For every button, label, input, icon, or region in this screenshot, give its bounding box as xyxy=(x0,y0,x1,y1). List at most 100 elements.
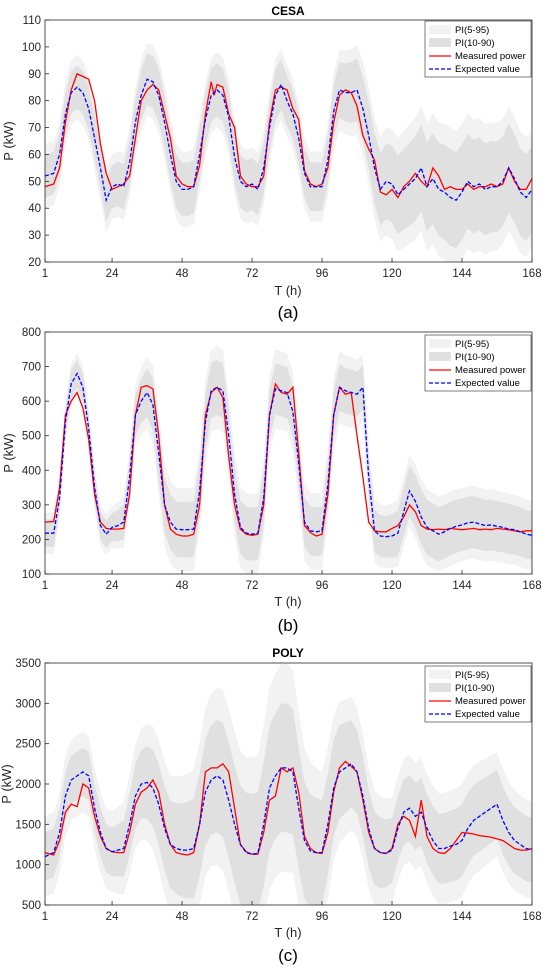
legend-label-pi-5-95: PI(5-95) xyxy=(455,670,489,681)
panel-c-ylabel: P (kW) xyxy=(0,764,14,803)
legend-label-pi-10-90: PI(10-90) xyxy=(455,38,495,49)
panel-a-label: (a) xyxy=(278,303,299,322)
y-tick-label: 60 xyxy=(28,149,41,161)
y-tick-label: 2000 xyxy=(15,779,41,791)
legend-label-expected: Expected value xyxy=(455,378,520,389)
lines-b xyxy=(44,372,533,538)
y-tick-label: 30 xyxy=(28,230,41,242)
panel-b-xlabel: T (h) xyxy=(274,594,301,609)
legend-label-measured: Measured power xyxy=(455,365,526,376)
y-tick-label: 200 xyxy=(22,534,41,546)
x-tick-label: 72 xyxy=(246,268,259,280)
y-tick-label: 800 xyxy=(22,327,41,339)
y-tick-label: 40 xyxy=(28,203,41,215)
yticks-b: 100 200 300 400 500 600 700 800 xyxy=(22,327,49,581)
x-tick-label: 96 xyxy=(316,268,329,280)
axes-frame-a xyxy=(44,19,533,263)
panel-a-ylabel: P (kW) xyxy=(1,121,16,160)
x-tick-label: 168 xyxy=(522,580,541,592)
yticks-c: 500 1000 1500 2000 2500 3000 3500 xyxy=(15,658,49,912)
x-tick-label: 48 xyxy=(176,911,189,923)
x-tick-label: 72 xyxy=(246,580,259,592)
band-pi-10-90 xyxy=(45,359,532,562)
yticks-a: 20 30 40 50 60 70 80 90 100 110 xyxy=(22,15,49,269)
legend-b: PI(5-95) PI(10-90) Measured power Expect… xyxy=(424,334,532,392)
bands-b xyxy=(45,345,532,574)
panel-c-title: POLY xyxy=(272,646,304,660)
panel-b-label: (b) xyxy=(278,616,299,635)
y-tick-label: 700 xyxy=(22,362,41,374)
xticks-b: 1 24 48 72 96 120 144 168 xyxy=(42,570,542,592)
x-tick-label: 24 xyxy=(106,911,119,923)
legend-swatch-pi-10-90 xyxy=(429,683,451,692)
bands-a xyxy=(45,42,532,263)
series-measured-power xyxy=(44,72,533,199)
legend-swatch-pi-10-90 xyxy=(429,38,451,47)
bands-c xyxy=(45,663,532,905)
panel-b-ylabel: P (kW) xyxy=(1,433,16,472)
legend-label-measured: Measured power xyxy=(455,696,526,707)
x-tick-label: 144 xyxy=(452,911,472,923)
legend-label-pi-10-90: PI(10-90) xyxy=(455,352,495,363)
x-tick-label: 120 xyxy=(382,580,401,592)
x-tick-label: 144 xyxy=(452,580,472,592)
legend-swatch-pi-5-95 xyxy=(429,339,451,348)
x-tick-label: 96 xyxy=(316,911,329,923)
x-tick-label: 24 xyxy=(106,268,119,280)
legend-c: PI(5-95) PI(10-90) Measured power Expect… xyxy=(424,665,532,723)
lines-a xyxy=(44,72,533,203)
panel-c: 1 24 48 72 96 120 144 168 500 1000 1500 2000 2500 30… xyxy=(0,646,542,965)
xticks-a: 1 24 48 72 96 120 144 168 xyxy=(42,258,542,280)
series-expected-value xyxy=(44,78,533,203)
x-tick-label: 168 xyxy=(522,268,541,280)
y-tick-label: 50 xyxy=(28,176,41,188)
legend-swatch-pi-5-95 xyxy=(429,25,451,34)
y-tick-label: 90 xyxy=(28,69,41,81)
legend-label-expected: Expected value xyxy=(455,709,520,720)
y-tick-label: 300 xyxy=(22,500,41,512)
x-tick-label: 120 xyxy=(382,911,401,923)
y-tick-label: 2500 xyxy=(15,739,41,751)
series-expected-value xyxy=(45,372,533,538)
legend-label-pi-5-95: PI(5-95) xyxy=(455,25,489,36)
y-tick-label: 3500 xyxy=(15,658,41,670)
x-tick-label: 48 xyxy=(176,268,189,280)
y-tick-label: 100 xyxy=(22,42,41,54)
y-tick-label: 100 xyxy=(22,569,41,581)
xticks-c: 1 24 48 72 96 120 144 168 xyxy=(42,901,542,923)
x-tick-label: 72 xyxy=(246,911,259,923)
y-tick-label: 1500 xyxy=(15,819,41,831)
series-expected-value xyxy=(44,762,533,858)
x-tick-label: 144 xyxy=(452,268,472,280)
panel-a-title: CESA xyxy=(271,4,305,18)
series-measured-power xyxy=(44,382,532,537)
panel-c-xlabel: T (h) xyxy=(274,925,301,940)
legend-label-pi-5-95: PI(5-95) xyxy=(455,339,489,350)
y-tick-label: 500 xyxy=(22,900,41,912)
x-tick-label: 96 xyxy=(316,580,329,592)
y-tick-label: 500 xyxy=(22,431,41,443)
axes-frame-b xyxy=(44,331,533,575)
legend-label-expected: Expected value xyxy=(455,64,520,75)
legend-a: PI(5-95) PI(10-90) Measured power Expect… xyxy=(424,20,532,78)
x-tick-label: 1 xyxy=(42,911,48,923)
y-tick-label: 400 xyxy=(22,465,41,477)
x-tick-label: 24 xyxy=(106,580,119,592)
panel-b: 1 24 48 72 96 120 144 168 100 200 300 400 500 600 700… xyxy=(1,327,542,635)
y-tick-label: 3000 xyxy=(15,698,41,710)
x-tick-label: 120 xyxy=(382,268,401,280)
legend-swatch-pi-5-95 xyxy=(429,670,451,679)
panel-a-xlabel: T (h) xyxy=(274,283,301,298)
x-tick-label: 168 xyxy=(522,911,541,923)
lines-c xyxy=(44,760,533,858)
band-pi-10-90 xyxy=(45,703,532,905)
legend-label-pi-10-90: PI(10-90) xyxy=(455,683,495,694)
x-tick-label: 1 xyxy=(42,580,48,592)
y-tick-label: 20 xyxy=(28,257,41,269)
panel-c-label: (c) xyxy=(278,946,298,965)
legend-label-measured: Measured power xyxy=(455,51,526,62)
y-tick-label: 80 xyxy=(28,96,41,108)
legend-swatch-pi-10-90 xyxy=(429,352,451,361)
y-tick-label: 1000 xyxy=(15,860,41,872)
